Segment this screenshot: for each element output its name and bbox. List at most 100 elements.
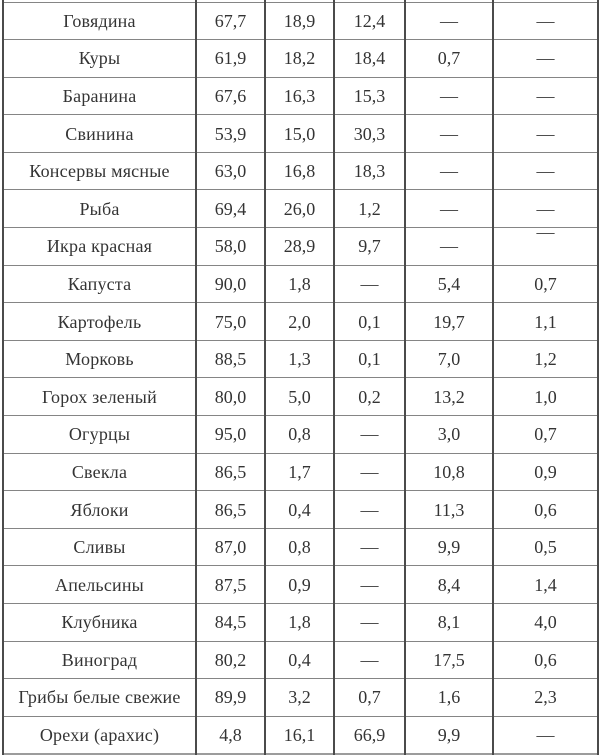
value-cell-1: 58,0 bbox=[195, 227, 266, 266]
value-cell-5: 4,0 bbox=[492, 603, 599, 642]
cell-value: 28,9 bbox=[283, 236, 316, 257]
value-cell-4: 11,3 bbox=[404, 490, 494, 529]
value-cell-1: 75,0 bbox=[195, 302, 266, 341]
value-cell-4: — bbox=[404, 151, 494, 191]
value-cell-5: 0,9 bbox=[492, 452, 599, 492]
cell-value: 67,6 bbox=[214, 85, 247, 106]
value-cell-2: 1,8 bbox=[264, 603, 335, 642]
value-cell-3: 1,2 bbox=[333, 189, 406, 229]
cell-value: 17,5 bbox=[433, 649, 465, 670]
value-cell-5: — bbox=[492, 227, 599, 266]
cell-value: 1,2 bbox=[358, 198, 381, 219]
value-cell-5: 2,3 bbox=[492, 678, 599, 717]
product-name: Картофель bbox=[57, 311, 142, 332]
product-name-cell: Икра красная bbox=[2, 227, 197, 266]
cell-value: 1,8 bbox=[288, 273, 311, 294]
value-cell-5: — bbox=[492, 715, 599, 755]
value-cell-1: 88,5 bbox=[195, 339, 266, 379]
cell-value: 16,8 bbox=[283, 161, 316, 182]
table-row: Консервы мясные 63,0 16,8 18,3 — — bbox=[2, 151, 599, 191]
value-cell-3: 12,4 bbox=[333, 1, 406, 41]
product-name: Морковь bbox=[65, 349, 134, 370]
product-name: Грибы белые свежие bbox=[18, 687, 181, 708]
value-cell-3: 30,3 bbox=[333, 114, 406, 153]
cell-value: — bbox=[440, 198, 458, 219]
cell-value: 86,5 bbox=[214, 461, 247, 482]
product-name: Икра красная bbox=[46, 236, 153, 257]
cell-value: — bbox=[440, 161, 458, 182]
cell-value: 86,5 bbox=[214, 499, 247, 520]
value-cell-5: 0,7 bbox=[492, 264, 599, 304]
value-cell-2: 26,0 bbox=[264, 189, 335, 229]
cut-off-cell bbox=[264, 0, 335, 3]
cell-value: 87,5 bbox=[214, 574, 247, 595]
cut-off-cell bbox=[404, 0, 494, 3]
value-cell-2: 18,2 bbox=[264, 39, 335, 78]
cell-value: — bbox=[360, 612, 379, 633]
table-row: Картофель 75,0 2,0 0,1 19,7 1,1 bbox=[2, 302, 599, 341]
value-cell-1: 53,9 bbox=[195, 114, 266, 153]
product-name-cell: Яблоки bbox=[2, 490, 197, 529]
value-cell-2: 0,8 bbox=[264, 415, 335, 454]
value-cell-3: 0,1 bbox=[333, 339, 406, 379]
cell-value: 0,8 bbox=[288, 537, 311, 558]
value-cell-1: 86,5 bbox=[195, 452, 266, 492]
cell-value: 1,3 bbox=[288, 349, 311, 370]
value-cell-4: 9,9 bbox=[404, 715, 494, 755]
cell-value: 18,3 bbox=[353, 161, 386, 182]
cut-off-cell bbox=[492, 0, 599, 3]
cell-value: 69,4 bbox=[214, 198, 247, 219]
value-cell-5: 0,6 bbox=[492, 640, 599, 680]
product-name: Рыба bbox=[79, 198, 120, 219]
value-cell-3: 9,7 bbox=[333, 227, 406, 266]
value-cell-1: 89,9 bbox=[195, 678, 266, 717]
value-cell-2: 1,7 bbox=[264, 452, 335, 492]
product-name: Клубника bbox=[61, 612, 138, 633]
value-cell-1: 87,5 bbox=[195, 565, 266, 604]
value-cell-4: — bbox=[404, 1, 494, 41]
value-cell-4: 8,1 bbox=[404, 603, 494, 642]
cell-value: 1,2 bbox=[534, 349, 557, 370]
value-cell-2: 0,8 bbox=[264, 527, 335, 567]
product-name: Говядина bbox=[63, 10, 136, 31]
value-cell-4: 9,9 bbox=[404, 527, 494, 567]
product-name: Капуста bbox=[67, 273, 132, 294]
value-cell-3: 18,4 bbox=[333, 39, 406, 78]
product-name-cell: Сливы bbox=[2, 527, 197, 567]
cell-value: 19,7 bbox=[433, 311, 465, 332]
cell-value: 75,0 bbox=[214, 311, 247, 332]
cell-value: 80,2 bbox=[214, 649, 247, 670]
cell-value: — bbox=[536, 724, 555, 745]
cell-value: — bbox=[360, 424, 379, 445]
cell-value: 0,8 bbox=[288, 424, 311, 445]
value-cell-4: 5,4 bbox=[404, 264, 494, 304]
value-cell-2: 2,0 bbox=[264, 302, 335, 341]
cell-value: 16,3 bbox=[283, 85, 316, 106]
cell-value: — bbox=[440, 10, 458, 31]
value-cell-3: — bbox=[333, 490, 406, 529]
value-cell-2: 0,4 bbox=[264, 490, 335, 529]
value-cell-2: 5,0 bbox=[264, 377, 335, 417]
value-cell-1: 63,0 bbox=[195, 151, 266, 191]
cell-value: 88,5 bbox=[214, 349, 247, 370]
cell-value: 18,9 bbox=[283, 10, 316, 31]
product-name: Яблоки bbox=[70, 499, 129, 520]
cell-value: 58,0 bbox=[214, 236, 247, 257]
value-cell-3: — bbox=[333, 640, 406, 680]
value-cell-1: 67,7 bbox=[195, 1, 266, 41]
cell-value: 0,9 bbox=[534, 461, 557, 482]
value-cell-4: 1,6 bbox=[404, 678, 494, 717]
table-row: Капуста 90,0 1,8 — 5,4 0,7 bbox=[2, 264, 599, 304]
cell-value: — bbox=[536, 123, 555, 144]
cell-value: — bbox=[536, 227, 555, 243]
cell-value: — bbox=[360, 537, 379, 558]
product-name: Орехи (арахис) bbox=[39, 724, 160, 745]
table-row: Апельсины 87,5 0,9 — 8,4 1,4 bbox=[2, 565, 599, 604]
product-name-cell: Рыба bbox=[2, 189, 197, 229]
table-row: Свекла 86,5 1,7 — 10,8 0,9 bbox=[2, 452, 599, 492]
product-name-cell: Грибы белые свежие bbox=[2, 678, 197, 717]
product-name-cell: Картофель bbox=[2, 302, 197, 341]
value-cell-4: 0,7 bbox=[404, 39, 494, 78]
